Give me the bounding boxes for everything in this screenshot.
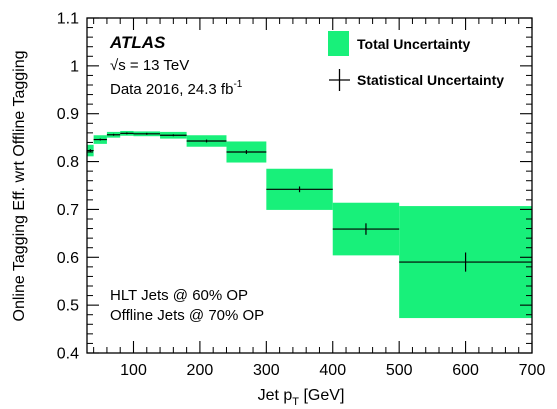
- y-tick-label: 0.5: [57, 298, 79, 315]
- x-axis-label-subscript: T: [292, 396, 299, 408]
- x-tick-label: 200: [187, 362, 214, 379]
- y-tick-label: 0.4: [57, 346, 79, 363]
- x-tick-label: 500: [386, 362, 413, 379]
- x-tick-label: 600: [452, 362, 479, 379]
- x-tick-label: 400: [319, 362, 346, 379]
- plot-frame: [86, 17, 533, 354]
- note-offline: Offline Jets @ 70% OP: [110, 307, 264, 324]
- x-axis-label: Jet pT [GeV]: [258, 387, 345, 408]
- legend-band-swatch: [328, 31, 349, 56]
- axes: 0.4 0.5 0.6 0.7 0.8 0.9 1 1.1 100 200 300 400 500 600…: [57, 11, 546, 380]
- y-tick-label: 0.9: [57, 106, 79, 123]
- legend: Total Uncertainty Statistical Uncertaint…: [328, 31, 504, 91]
- y-tick-label: 1: [70, 58, 79, 75]
- y-tick-label: 0.6: [57, 250, 79, 267]
- legend-label-total: Total Uncertainty: [357, 36, 471, 52]
- energy-value: = 13 TeV: [126, 57, 190, 74]
- y-axis-label: Online Tagging Eff. wrt Offline Tagging: [11, 51, 28, 322]
- x-axis-label-main: Jet p: [258, 387, 293, 404]
- lumi-label: Data 2016, 24.3 fb-1: [110, 79, 243, 98]
- x-tick-label: 700: [519, 362, 546, 379]
- energy-label: √s = 13 TeV: [110, 57, 189, 74]
- lumi-main: Data 2016, 24.3 fb: [110, 81, 233, 98]
- legend-label-stat: Statistical Uncertainty: [357, 72, 504, 88]
- y-tick-label: 0.8: [57, 154, 79, 171]
- energy-sqrt: √s: [110, 57, 126, 74]
- data-markers: [87, 132, 532, 272]
- y-tick-label: 1.1: [57, 11, 79, 28]
- x-axis-label-unit: [GeV]: [303, 387, 344, 404]
- lumi-superscript: -1: [233, 79, 242, 90]
- note-hlt: HLT Jets @ 60% OP: [110, 287, 248, 304]
- x-tick-label: 300: [253, 362, 280, 379]
- x-tick-label: 100: [120, 362, 147, 379]
- experiment-label: ATLAS: [109, 33, 166, 52]
- y-tick-label: 0.7: [57, 202, 79, 219]
